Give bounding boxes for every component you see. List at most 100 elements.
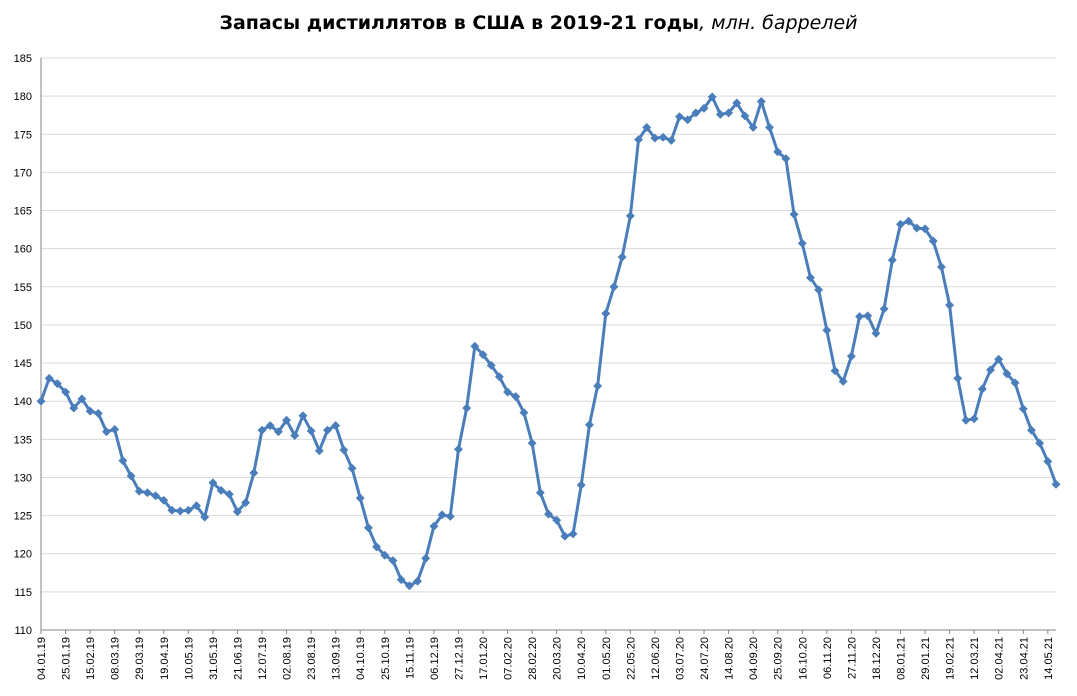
y-tick-label: 155 xyxy=(14,282,32,294)
data-point-marker xyxy=(429,521,439,531)
x-tick-labels: 04.01.19 25.01.19 15.02.19 08.03.19 29.03.19… xyxy=(36,637,1055,680)
data-point-marker xyxy=(822,325,832,335)
data-point-marker xyxy=(552,515,562,525)
x-tick-label: 01.05.20 xyxy=(601,637,613,680)
data-point-marker xyxy=(290,430,300,441)
grid-lines xyxy=(41,57,1056,593)
data-point-marker xyxy=(691,108,701,118)
data-point-marker xyxy=(912,223,922,233)
data-point-marker xyxy=(519,408,529,418)
data-point-marker xyxy=(232,507,243,517)
x-tick-label: 12.03.21 xyxy=(969,637,981,680)
data-point-marker xyxy=(846,351,856,361)
data-point-marker xyxy=(650,133,660,143)
x-tick-label: 14.08.20 xyxy=(724,637,736,680)
data-point-marker xyxy=(977,384,987,394)
data-point-marker xyxy=(421,553,431,563)
data-point-marker xyxy=(77,394,87,404)
y-tick-label: 140 xyxy=(14,396,32,408)
data-point-marker xyxy=(961,415,971,425)
y-tick-label: 180 xyxy=(14,91,32,103)
data-point-marker xyxy=(756,96,766,107)
series-layer xyxy=(36,92,1061,591)
data-point-marker xyxy=(183,505,193,515)
x-tick-label: 17.01.20 xyxy=(478,637,490,680)
data-point-marker xyxy=(658,132,668,142)
data-point-marker xyxy=(642,122,652,132)
y-tick-label: 150 xyxy=(14,320,32,332)
data-point-marker xyxy=(118,456,128,466)
data-point-marker xyxy=(601,308,611,319)
data-point-marker xyxy=(584,420,594,430)
data-point-marker xyxy=(363,523,373,533)
data-point-marker xyxy=(200,512,210,522)
data-point-marker xyxy=(805,273,815,283)
data-point-marker xyxy=(306,426,316,436)
data-point-marker xyxy=(969,414,979,424)
data-point-marker xyxy=(331,421,341,431)
data-point-marker xyxy=(282,415,292,425)
data-point-marker xyxy=(126,471,136,481)
x-tick-label: 04.09.20 xyxy=(748,637,760,680)
y-tick-label: 170 xyxy=(14,167,32,179)
data-point-marker xyxy=(36,396,46,406)
data-point-marker xyxy=(486,360,496,370)
data-point-marker xyxy=(69,403,79,413)
x-tick-label: 03.07.20 xyxy=(674,637,686,680)
x-tick-label: 29.03.19 xyxy=(134,637,146,680)
data-point-marker xyxy=(633,135,644,145)
chart-title-main: Запасы дистиллятов в США в 2019-21 годы xyxy=(219,12,700,34)
data-point-marker xyxy=(249,468,259,478)
data-point-marker xyxy=(904,216,914,226)
data-point-marker xyxy=(625,211,635,221)
data-point-marker xyxy=(511,392,521,402)
y-tick-labels: 110 115 120 125 130 135 140 145 150 155 160 165 170 1… xyxy=(14,53,32,637)
data-point-marker xyxy=(445,511,455,521)
data-point-marker xyxy=(208,478,218,488)
data-point-marker xyxy=(478,350,488,360)
data-point-marker xyxy=(560,531,570,541)
data-point-marker xyxy=(175,506,185,516)
data-point-marker xyxy=(928,236,938,246)
data-point-marker xyxy=(396,575,406,585)
data-point-marker xyxy=(494,372,504,382)
y-tick-label: 165 xyxy=(14,206,32,218)
data-point-marker xyxy=(380,550,390,560)
data-point-marker xyxy=(699,103,709,113)
data-point-marker xyxy=(322,425,333,435)
data-point-marker xyxy=(1035,438,1045,448)
data-point-marker xyxy=(789,209,799,219)
data-point-marker xyxy=(683,115,693,125)
x-tick-label: 27.12.19 xyxy=(453,637,465,680)
data-point-marker xyxy=(994,354,1004,364)
data-point-marker xyxy=(101,427,112,437)
x-tick-label: 02.08.19 xyxy=(282,637,294,680)
data-point-marker xyxy=(609,282,619,292)
data-point-marker xyxy=(576,480,586,490)
y-tick-label: 145 xyxy=(14,358,32,370)
data-point-marker xyxy=(781,154,791,164)
y-tick-label: 130 xyxy=(14,472,32,484)
x-tick-label: 27.11.20 xyxy=(846,637,858,679)
x-tick-label: 25.01.19 xyxy=(61,637,73,680)
x-tick-label: 19.02.21 xyxy=(945,637,957,680)
x-tick-label: 24.07.20 xyxy=(699,637,711,680)
data-point-marker xyxy=(44,373,54,383)
x-tick-label: 14.05.21 xyxy=(1043,637,1055,680)
y-tick-label: 115 xyxy=(14,587,32,599)
x-tick-label: 10.05.19 xyxy=(183,637,195,680)
data-point-marker xyxy=(404,581,414,591)
x-tick-label: 02.04.21 xyxy=(994,637,1006,680)
y-tick-label: 160 xyxy=(14,244,32,256)
data-point-marker xyxy=(879,304,889,314)
data-point-marker xyxy=(453,444,464,454)
x-tick-label: 22.05.20 xyxy=(625,637,637,680)
x-tick-label: 06.11.20 xyxy=(822,637,834,679)
data-point-marker xyxy=(543,509,554,519)
data-point-marker xyxy=(85,406,95,416)
data-point-marker xyxy=(617,252,627,262)
data-point-marker xyxy=(412,576,423,586)
data-point-marker xyxy=(748,122,758,132)
x-tick-label: 25.10.19 xyxy=(380,637,392,680)
